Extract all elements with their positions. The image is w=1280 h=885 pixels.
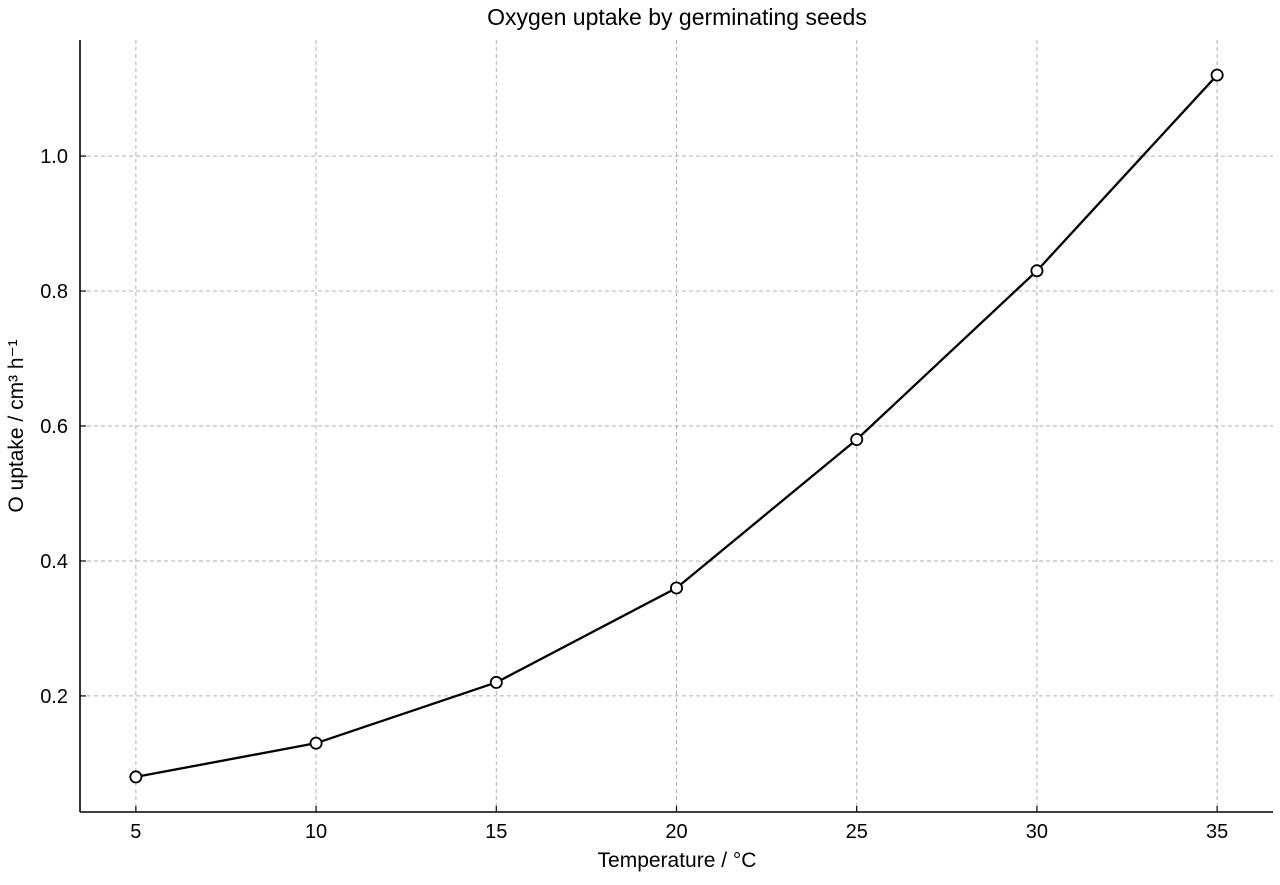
x-tick-label-1: 10 [305, 821, 327, 843]
data-point-0-5 [1030, 264, 1044, 278]
data-point-0-6 [1210, 68, 1224, 82]
data-point-0-1 [309, 736, 323, 750]
chart-title: Oxygen uptake by germinating seeds [487, 4, 867, 30]
data-point-0-2 [489, 675, 503, 689]
x-tick-label-6: 35 [1206, 821, 1228, 843]
x-tick-label-2: 15 [485, 821, 507, 843]
y-tick-label-3: 0.8 [40, 281, 68, 303]
x-tick-label-4: 25 [846, 821, 868, 843]
data-point-0-4 [850, 432, 864, 446]
x-axis-ticks: 5 10 15 20 25 30 35 [130, 806, 1228, 843]
x-tick-label-5: 30 [1026, 821, 1048, 843]
y-axis-label: O uptake / cm³ h⁻¹ [5, 339, 28, 512]
x-tick-label-3: 20 [665, 821, 687, 843]
x-tick-label-0: 5 [130, 821, 141, 843]
data-point-0-3 [670, 581, 684, 595]
series-group [129, 68, 1224, 784]
y-tick-label-2: 0.6 [40, 416, 68, 438]
y-axis-ticks: 0.2 0.4 0.6 0.8 1.0 [40, 146, 86, 708]
y-tick-label-1: 0.4 [40, 551, 68, 573]
y-tick-label-4: 1.0 [40, 146, 68, 168]
x-axis-label: Temperature / °C [598, 849, 757, 872]
y-tick-label-0: 0.2 [40, 686, 68, 708]
data-point-0-0 [129, 770, 143, 784]
grid [80, 40, 1273, 812]
